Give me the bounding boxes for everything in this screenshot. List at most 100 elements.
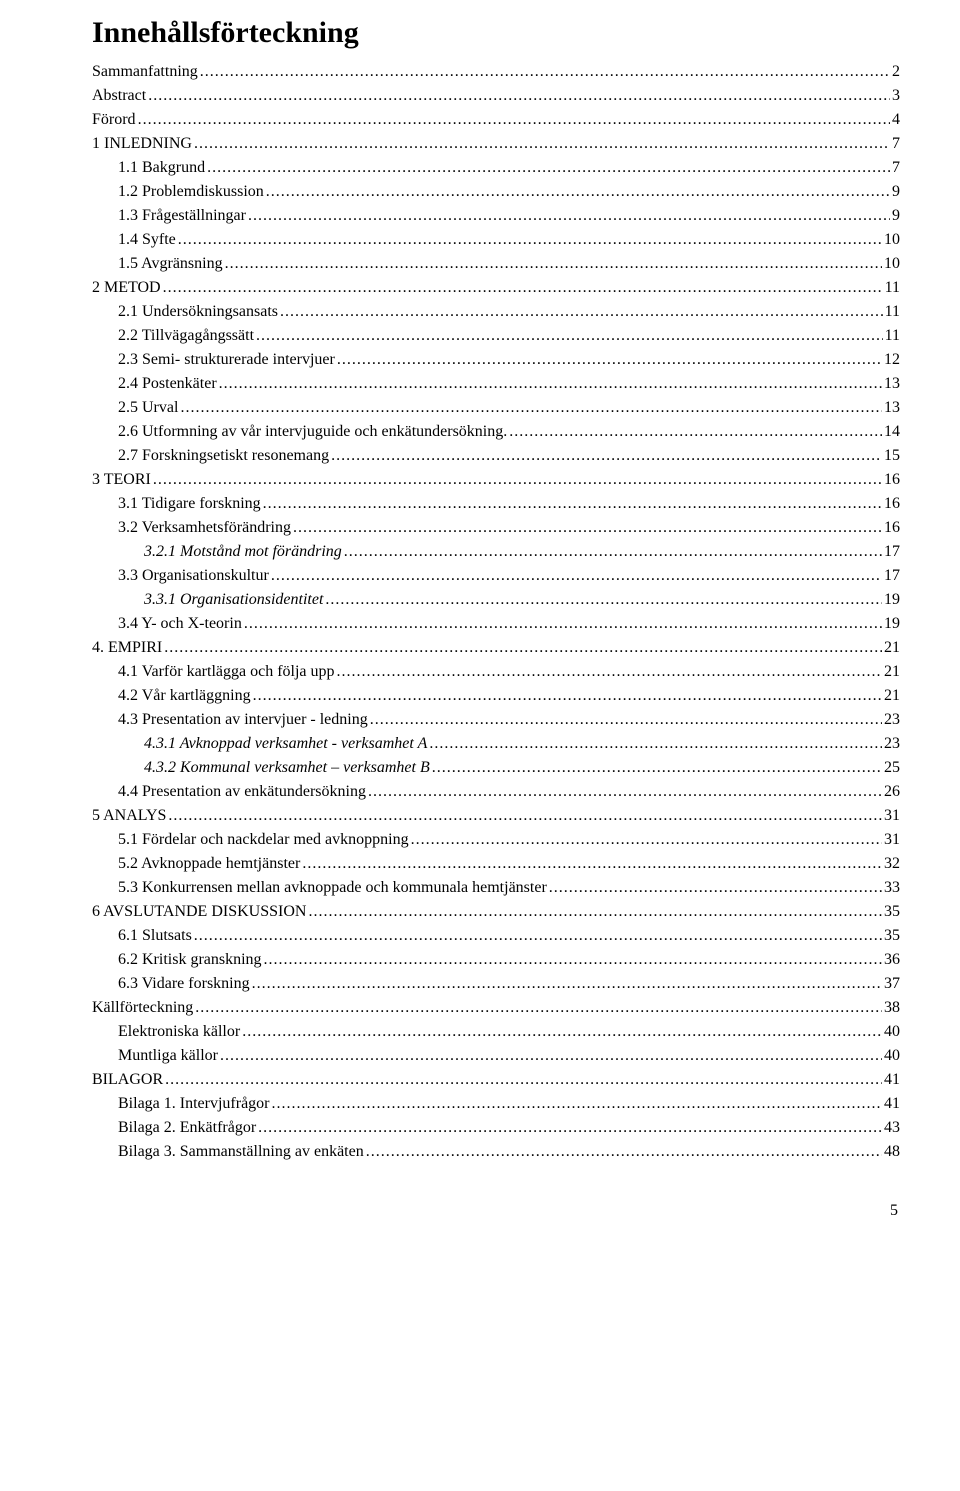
toc-dot-leader — [168, 804, 882, 828]
toc-entry-label: 6.2 Kritisk granskning — [118, 948, 262, 972]
toc-dot-leader — [370, 708, 882, 732]
toc-entry-page: 16 — [884, 468, 900, 492]
toc-entry-page: 32 — [884, 852, 900, 876]
toc-entry-label: 3 TEORI — [92, 468, 151, 492]
toc-entry-label: 2.2 Tillvägagångssätt — [118, 324, 254, 348]
toc-title: Innehållsförteckning — [92, 16, 900, 50]
toc-entry-label: 1.1 Bakgrund — [118, 156, 205, 180]
toc-entry-page: 21 — [884, 660, 900, 684]
toc-dot-leader — [252, 972, 882, 996]
toc-entry: 4.3.2 Kommunal verksamhet – verksamhet B… — [92, 756, 900, 780]
toc-dot-leader — [256, 324, 883, 348]
toc-entry: 3.1 Tidigare forskning 16 — [92, 492, 900, 516]
toc-entry-page: 40 — [884, 1020, 900, 1044]
toc-dot-leader — [368, 780, 882, 804]
toc-entry-label: 1.2 Problemdiskussion — [118, 180, 264, 204]
toc-entry: 1.5 Avgränsning10 — [92, 252, 900, 276]
toc-entry-page: 33 — [884, 876, 900, 900]
toc-entry-label: Muntliga källor — [118, 1044, 218, 1068]
toc-entry-page: 40 — [884, 1044, 900, 1068]
toc-dot-leader — [302, 852, 882, 876]
toc-entry: 4.3.1 Avknoppad verksamhet - verksamhet … — [92, 732, 900, 756]
toc-entry-label: 5.2 Avknoppade hemtjänster — [118, 852, 300, 876]
toc-dot-leader — [325, 588, 882, 612]
toc-entry-label: 6.3 Vidare forskning — [118, 972, 250, 996]
toc-dot-leader — [429, 732, 882, 756]
toc-entry-page: 23 — [884, 732, 900, 756]
toc-entry: 3.3 Organisationskultur17 — [92, 564, 900, 588]
toc-entry-label: Bilaga 2. Enkätfrågor — [118, 1116, 256, 1140]
toc-entry: 5.2 Avknoppade hemtjänster 32 — [92, 852, 900, 876]
toc-dot-leader — [344, 540, 882, 564]
toc-entry-label: 2.6 Utformning av vår intervjuguide och … — [118, 420, 507, 444]
toc-entry-label: Elektroniska källor — [118, 1020, 240, 1044]
toc-entry-page: 41 — [884, 1068, 900, 1092]
toc-entry-page: 13 — [884, 372, 900, 396]
toc-entry-page: 11 — [885, 324, 900, 348]
toc-dot-leader — [138, 108, 890, 132]
toc-dot-leader — [180, 396, 882, 420]
toc-dot-leader — [244, 612, 882, 636]
toc-dot-leader — [195, 996, 882, 1020]
toc-entry-page: 10 — [884, 252, 900, 276]
toc-entry-label: Bilaga 3. Sammanställning av enkäten — [118, 1140, 364, 1164]
toc-dot-leader — [308, 900, 882, 924]
toc-entry-page: 16 — [884, 492, 900, 516]
toc-entry: 4.2 Vår kartläggning21 — [92, 684, 900, 708]
toc-entry: 1.4 Syfte10 — [92, 228, 900, 252]
toc-entry-label: 2.7 Forskningsetiskt resonemang — [118, 444, 329, 468]
toc-dot-leader — [271, 564, 882, 588]
toc-entry-page: 31 — [884, 804, 900, 828]
toc-entry: Sammanfattning 2 — [92, 60, 900, 84]
toc-entry: 3.4 Y- och X-teorin19 — [92, 612, 900, 636]
toc-entry: 2.3 Semi- strukturerade intervjuer12 — [92, 348, 900, 372]
toc-entry: 1.1 Bakgrund 7 — [92, 156, 900, 180]
toc-entry-label: 4.1 Varför kartlägga och följa upp — [118, 660, 335, 684]
toc-dot-leader — [337, 348, 882, 372]
toc-entry-label: 3.1 Tidigare forskning — [118, 492, 261, 516]
toc-entry: 1.2 Problemdiskussion9 — [92, 180, 900, 204]
toc-entry-page: 4 — [892, 108, 900, 132]
toc-entry-label: 1 INLEDNING — [92, 132, 192, 156]
toc-entry-page: 9 — [892, 204, 900, 228]
toc-dot-leader — [331, 444, 882, 468]
toc-entry-page: 26 — [884, 780, 900, 804]
toc-entry-label: 5 ANALYS — [92, 804, 166, 828]
toc-entry-page: 13 — [884, 396, 900, 420]
toc-entry: 2.5 Urval13 — [92, 396, 900, 420]
toc-entry: 2.1 Undersökningsansats11 — [92, 300, 900, 324]
toc-entry-label: 4.3 Presentation av intervjuer - ledning — [118, 708, 368, 732]
toc-entry-page: 2 — [892, 60, 900, 84]
toc-dot-leader — [194, 132, 890, 156]
toc-dot-leader — [549, 876, 882, 900]
toc-dot-leader — [253, 684, 882, 708]
toc-entry: 6.2 Kritisk granskning 36 — [92, 948, 900, 972]
toc-dot-leader — [219, 372, 882, 396]
toc-entry-page: 3 — [892, 84, 900, 108]
toc-entry-page: 35 — [884, 900, 900, 924]
toc-entry-page: 7 — [892, 156, 900, 180]
toc-entry-page: 21 — [884, 636, 900, 660]
toc-entry-page: 11 — [885, 276, 900, 300]
toc-dot-leader — [258, 1116, 882, 1140]
toc-entry-label: Sammanfattning — [92, 60, 198, 84]
toc-entry: 4.3 Presentation av intervjuer - ledning… — [92, 708, 900, 732]
toc-dot-leader — [242, 1020, 882, 1044]
toc-list: Sammanfattning2Abstract3Förord41 INLEDNI… — [92, 60, 900, 1164]
toc-dot-leader — [366, 1140, 882, 1164]
toc-dot-leader — [200, 60, 890, 84]
toc-entry-page: 36 — [884, 948, 900, 972]
toc-dot-leader — [164, 636, 882, 660]
toc-entry-label: 2.3 Semi- strukturerade intervjuer — [118, 348, 335, 372]
toc-entry-label: 3.2 Verksamhetsförändring — [118, 516, 291, 540]
toc-dot-leader — [148, 84, 890, 108]
toc-entry-page: 41 — [884, 1092, 900, 1116]
toc-entry: 4. EMPIRI21 — [92, 636, 900, 660]
toc-entry-label: 5.1 Fördelar och nackdelar med avknoppni… — [118, 828, 409, 852]
toc-entry-page: 38 — [884, 996, 900, 1020]
toc-entry: 1.3 Frågeställningar9 — [92, 204, 900, 228]
toc-dot-leader — [194, 924, 882, 948]
toc-dot-leader — [220, 1044, 882, 1068]
toc-entry: 1 INLEDNING7 — [92, 132, 900, 156]
toc-entry-label: 3.2.1 Motstånd mot förändring — [144, 540, 342, 564]
